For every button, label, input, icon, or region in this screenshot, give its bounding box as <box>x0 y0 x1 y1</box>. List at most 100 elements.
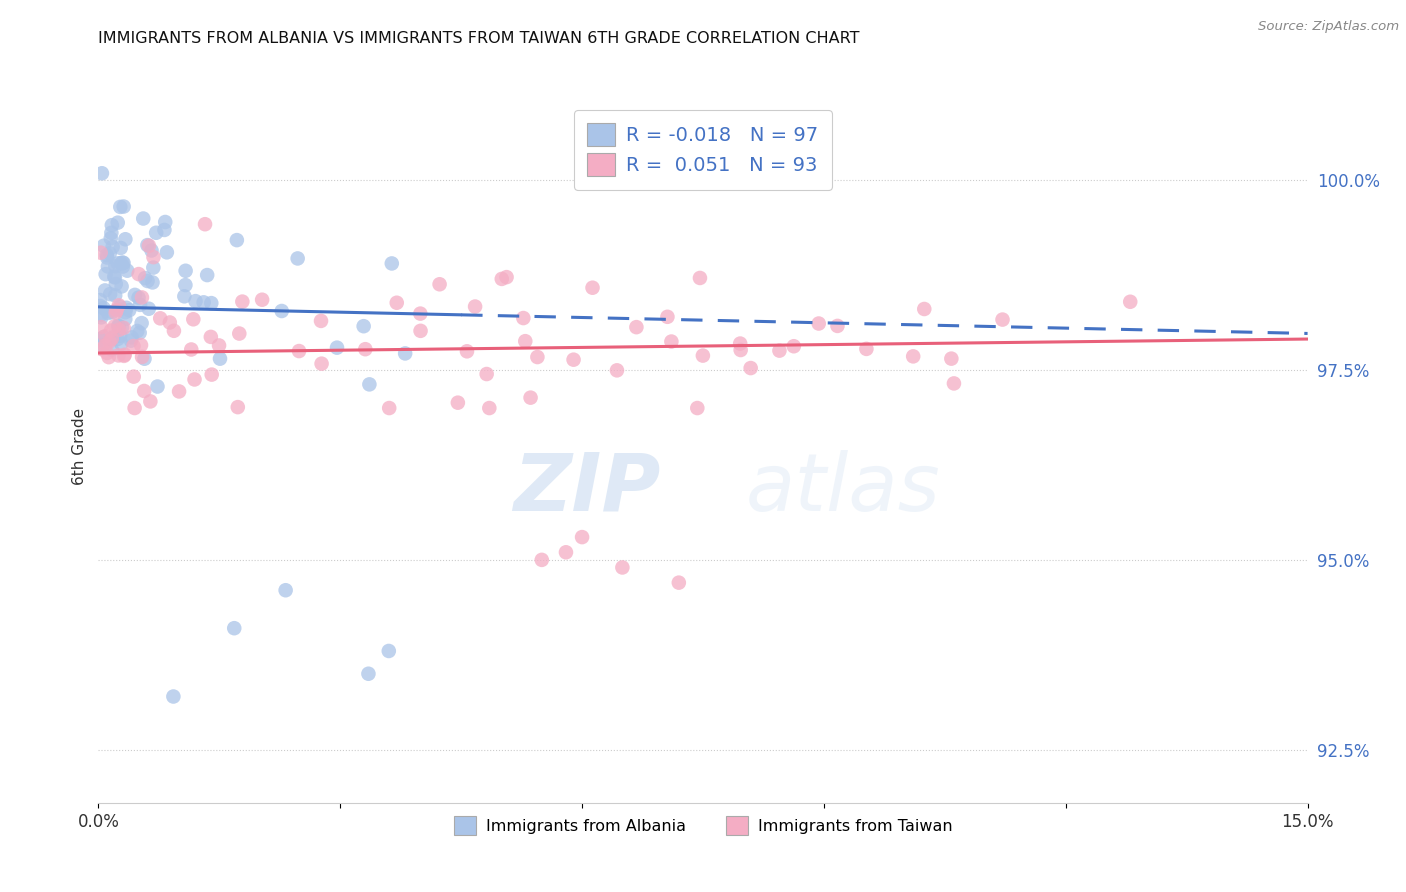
Point <box>90 245 112 260</box>
Point <box>96 251 118 265</box>
Point <box>250 293 273 307</box>
Point <box>730 343 752 357</box>
Point <box>530 553 553 567</box>
Point <box>93 238 115 252</box>
Point <box>353 319 375 334</box>
Point <box>110 279 132 293</box>
Point <box>385 295 408 310</box>
Point <box>89 332 111 346</box>
Point <box>475 367 498 381</box>
Point <box>100 226 122 240</box>
Point <box>326 341 349 355</box>
Point <box>98 246 121 260</box>
Point <box>562 352 585 367</box>
Point <box>429 277 451 292</box>
Point <box>1119 294 1142 309</box>
Point <box>519 391 541 405</box>
Point <box>131 290 153 304</box>
Text: ZIP: ZIP <box>513 450 661 528</box>
Point <box>121 330 143 344</box>
Point <box>668 575 690 590</box>
Point <box>173 289 195 303</box>
Point <box>495 270 517 285</box>
Point <box>128 267 150 281</box>
Point <box>110 200 132 214</box>
Point <box>657 310 679 324</box>
Point <box>357 666 380 681</box>
Point <box>114 232 136 246</box>
Point <box>231 294 253 309</box>
Point <box>768 343 790 358</box>
Point <box>208 338 231 352</box>
Point <box>104 305 127 319</box>
Point <box>114 305 136 319</box>
Point <box>626 320 648 334</box>
Point <box>456 344 478 359</box>
Point <box>141 276 163 290</box>
Point <box>101 343 124 357</box>
Legend: Immigrants from Albania, Immigrants from Taiwan: Immigrants from Albania, Immigrants from… <box>447 810 959 841</box>
Point <box>132 211 155 226</box>
Point <box>409 324 432 338</box>
Point <box>90 166 112 180</box>
Point <box>855 342 877 356</box>
Point <box>122 339 145 353</box>
Point <box>309 314 332 328</box>
Point <box>90 308 112 322</box>
Point <box>138 239 160 253</box>
Point <box>139 394 162 409</box>
Point <box>571 530 593 544</box>
Point <box>107 216 129 230</box>
Point <box>89 293 111 307</box>
Point <box>447 395 470 409</box>
Point <box>167 384 190 399</box>
Point <box>686 401 709 415</box>
Point <box>201 368 224 382</box>
Point <box>98 334 121 349</box>
Point <box>104 259 127 273</box>
Point <box>96 346 118 360</box>
Point <box>378 401 401 415</box>
Point <box>512 311 534 326</box>
Point <box>689 271 711 285</box>
Text: IMMIGRANTS FROM ALBANIA VS IMMIGRANTS FROM TAIWAN 6TH GRADE CORRELATION CHART: IMMIGRANTS FROM ALBANIA VS IMMIGRANTS FR… <box>98 31 860 46</box>
Point <box>807 317 830 331</box>
Point <box>107 348 129 362</box>
Point <box>110 328 132 343</box>
Point <box>181 312 204 326</box>
Point <box>114 312 136 326</box>
Point <box>287 252 309 266</box>
Point <box>162 690 184 704</box>
Point <box>515 334 537 348</box>
Point <box>409 307 432 321</box>
Point <box>581 281 603 295</box>
Point <box>122 369 145 384</box>
Point <box>100 324 122 338</box>
Point <box>112 321 135 335</box>
Point <box>105 303 128 318</box>
Point <box>491 272 513 286</box>
Point <box>180 343 202 357</box>
Point <box>270 304 292 318</box>
Point <box>112 256 135 270</box>
Point <box>134 384 156 398</box>
Point <box>127 324 149 338</box>
Point <box>195 268 218 282</box>
Point <box>288 344 311 359</box>
Point <box>354 342 377 356</box>
Point <box>90 320 112 334</box>
Point <box>783 339 806 353</box>
Point <box>183 372 205 386</box>
Point <box>526 350 548 364</box>
Point <box>101 240 124 254</box>
Point <box>103 330 125 344</box>
Point <box>107 318 129 333</box>
Point <box>942 376 965 391</box>
Point <box>131 316 153 330</box>
Point <box>111 320 134 334</box>
Text: atlas: atlas <box>745 450 941 528</box>
Point <box>89 299 111 313</box>
Point <box>124 288 146 302</box>
Point <box>692 349 714 363</box>
Point <box>90 337 112 351</box>
